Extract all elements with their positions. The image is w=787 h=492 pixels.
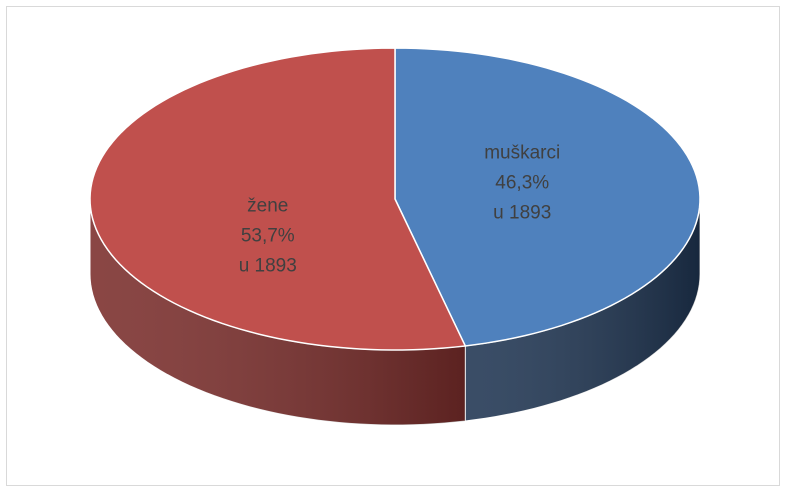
slice-label: muškarci: [484, 143, 560, 164]
slice-annotation: u 1893: [493, 203, 551, 224]
slice-value-label: 53,7%: [241, 225, 295, 246]
slice: [394, 47, 701, 347]
slice-label: žene: [247, 195, 288, 216]
pie: muškarci 46,3% u 1893 žene 53,7% u 1893: [89, 47, 701, 426]
slice-value-label: 46,3%: [495, 173, 549, 194]
slice-side-shade: [465, 199, 700, 421]
slice: [89, 47, 467, 351]
slice-side-shade: [90, 199, 466, 425]
slice-annotation: u 1893: [239, 255, 297, 276]
